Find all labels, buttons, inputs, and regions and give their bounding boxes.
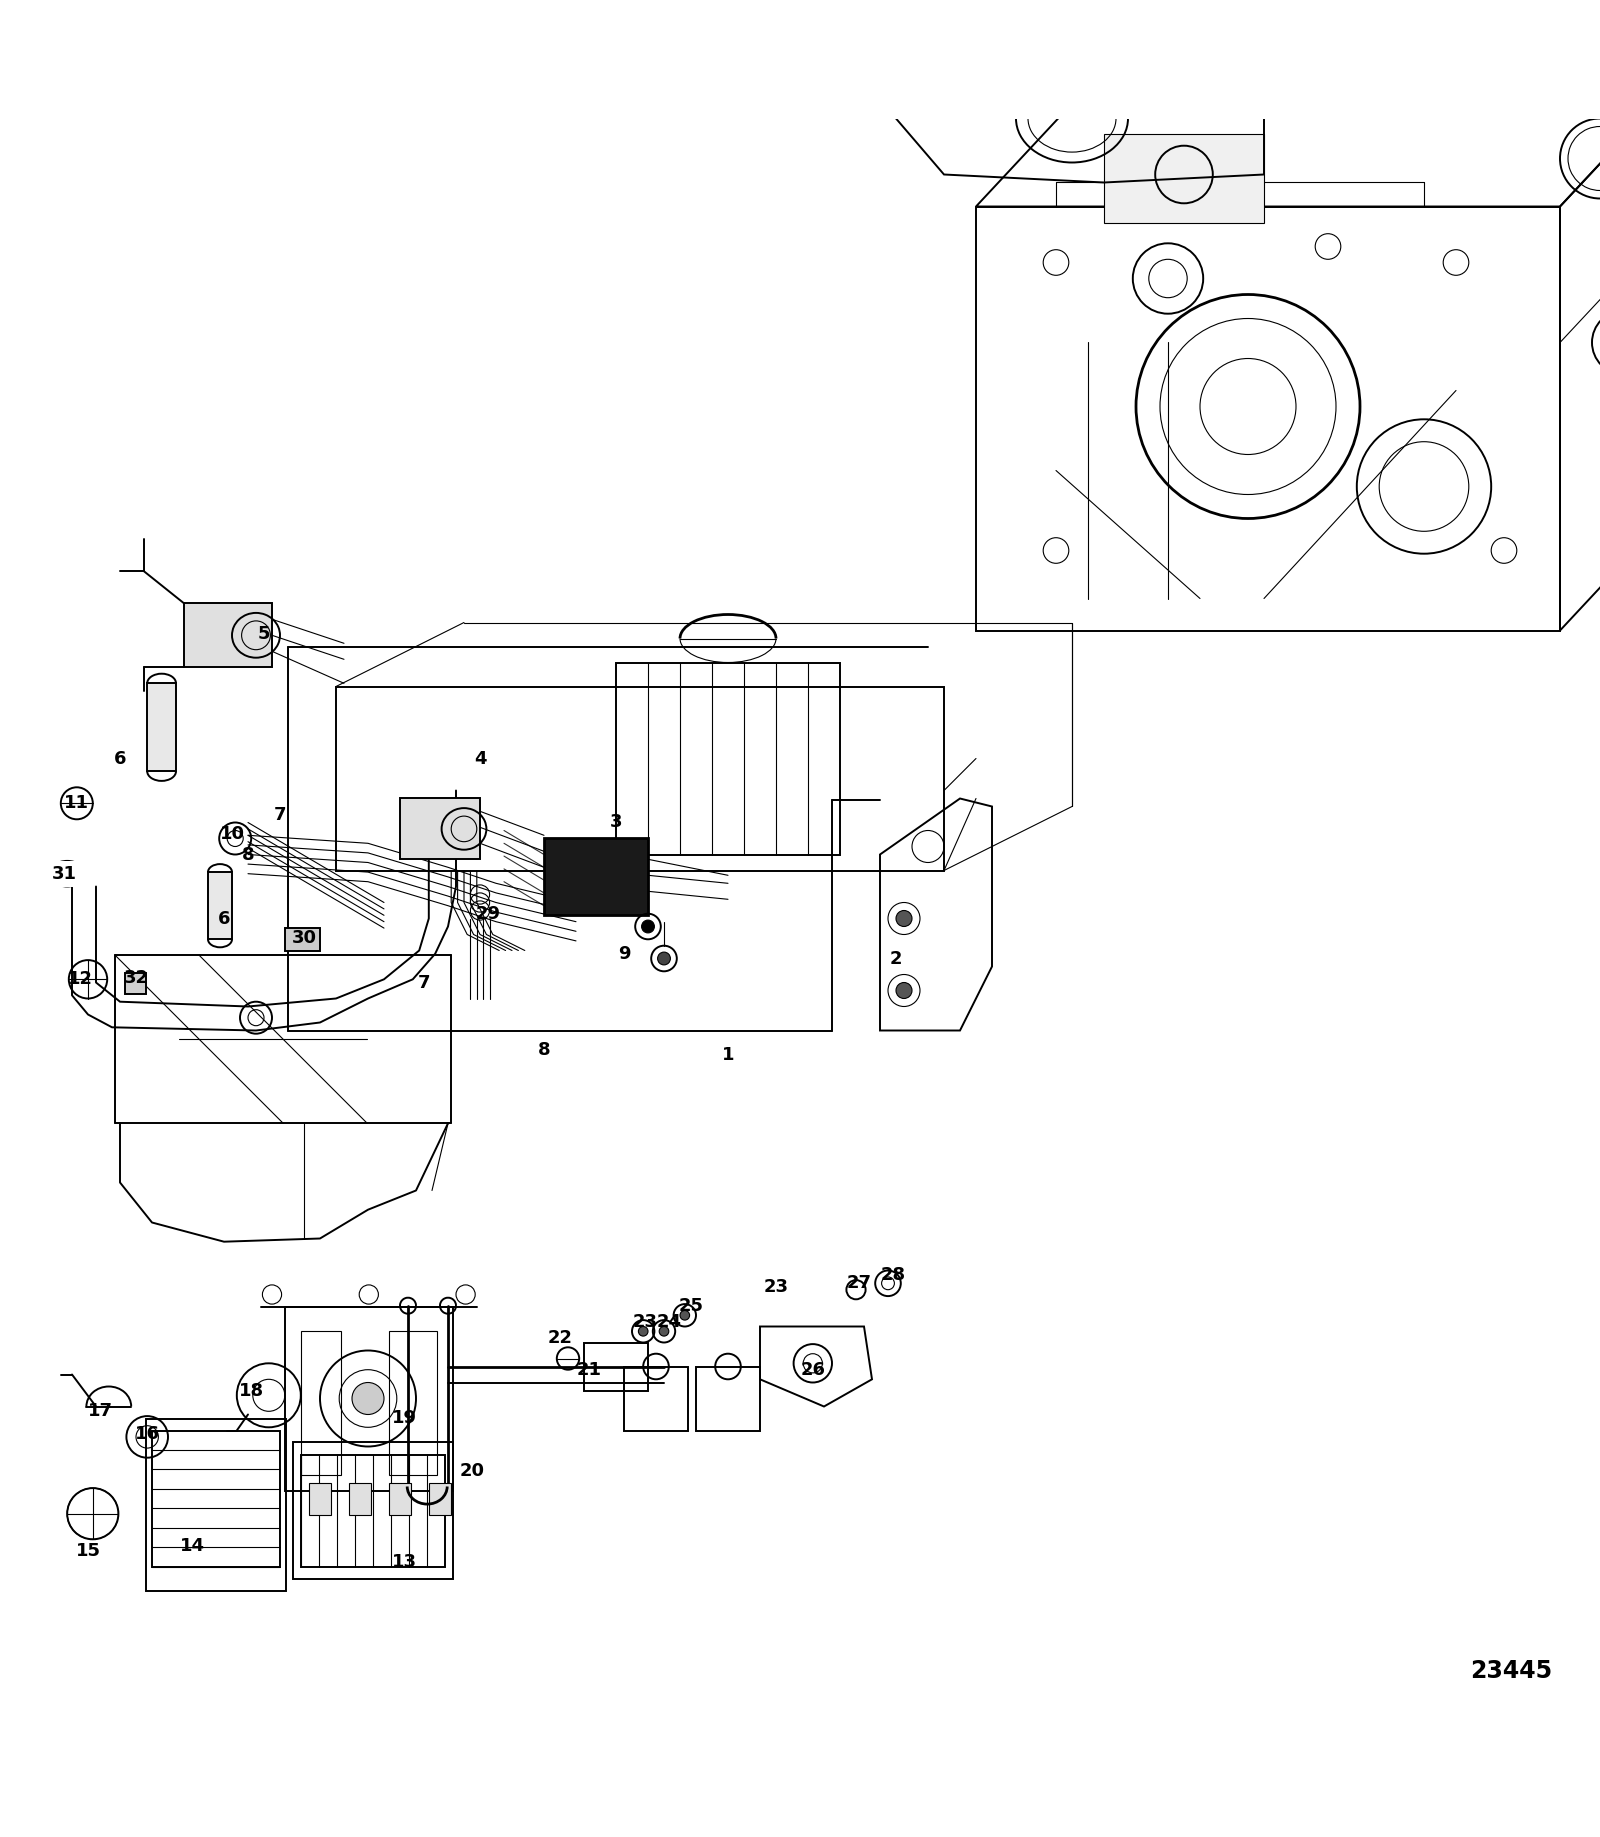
Text: 14: 14 <box>179 1538 205 1554</box>
Text: 11: 11 <box>64 794 90 812</box>
Bar <box>152 1431 280 1567</box>
Text: 18: 18 <box>238 1381 264 1400</box>
Text: 4: 4 <box>474 749 486 768</box>
Text: 12: 12 <box>67 970 93 988</box>
Circle shape <box>658 952 670 964</box>
Text: 8: 8 <box>538 1042 550 1058</box>
Text: 10: 10 <box>219 825 245 843</box>
Bar <box>400 799 480 860</box>
Circle shape <box>352 1383 384 1414</box>
Text: 3: 3 <box>610 814 622 832</box>
Text: 5: 5 <box>258 625 270 643</box>
Circle shape <box>896 983 912 999</box>
Text: 23: 23 <box>763 1277 789 1295</box>
Bar <box>147 683 176 772</box>
Text: 29: 29 <box>475 904 501 922</box>
Text: 23: 23 <box>632 1313 658 1330</box>
Bar <box>389 1332 437 1475</box>
Bar <box>48 862 88 887</box>
Text: 22: 22 <box>547 1328 573 1347</box>
Bar <box>584 1343 648 1391</box>
Text: 6: 6 <box>114 749 126 768</box>
Text: 19: 19 <box>392 1409 418 1427</box>
Bar <box>349 1482 371 1516</box>
Bar <box>301 1455 445 1567</box>
Text: 25: 25 <box>678 1297 704 1315</box>
Circle shape <box>680 1310 690 1321</box>
Bar <box>624 1367 688 1431</box>
Bar <box>285 1308 453 1492</box>
Circle shape <box>896 911 912 926</box>
Bar <box>285 928 320 950</box>
Bar <box>429 1482 451 1516</box>
Text: 8: 8 <box>242 845 254 863</box>
Text: 2: 2 <box>890 950 902 968</box>
Bar <box>184 603 272 667</box>
Text: 24: 24 <box>656 1313 682 1330</box>
Text: 6: 6 <box>218 909 230 928</box>
Text: 1: 1 <box>722 1045 734 1064</box>
Bar <box>309 1482 331 1516</box>
Bar <box>146 1420 286 1591</box>
Text: 26: 26 <box>800 1361 826 1380</box>
Text: 27: 27 <box>846 1275 872 1291</box>
Bar <box>301 1332 341 1475</box>
Circle shape <box>642 920 654 933</box>
Bar <box>1160 7 1208 28</box>
Bar <box>389 1482 411 1516</box>
Bar <box>293 1442 453 1580</box>
Text: 7: 7 <box>418 974 430 992</box>
Text: 23445: 23445 <box>1470 1659 1552 1683</box>
Text: 9: 9 <box>618 944 630 963</box>
Text: 31: 31 <box>51 865 77 884</box>
Text: 17: 17 <box>88 1402 114 1420</box>
Text: 15: 15 <box>75 1541 101 1560</box>
Text: 28: 28 <box>880 1266 906 1284</box>
Bar <box>125 974 146 994</box>
Bar <box>976 206 1560 630</box>
Text: 7: 7 <box>274 805 286 823</box>
Circle shape <box>659 1326 669 1335</box>
Text: 16: 16 <box>134 1426 160 1442</box>
Text: 21: 21 <box>576 1361 602 1380</box>
Text: 32: 32 <box>123 968 149 986</box>
Text: 13: 13 <box>392 1552 418 1571</box>
Bar <box>208 873 232 939</box>
Bar <box>616 663 840 854</box>
Bar <box>336 687 944 871</box>
Text: 20: 20 <box>459 1462 485 1479</box>
Bar <box>696 1367 760 1431</box>
Text: 30: 30 <box>291 930 317 946</box>
Circle shape <box>638 1326 648 1335</box>
Bar <box>1104 134 1264 222</box>
Bar <box>544 838 648 915</box>
